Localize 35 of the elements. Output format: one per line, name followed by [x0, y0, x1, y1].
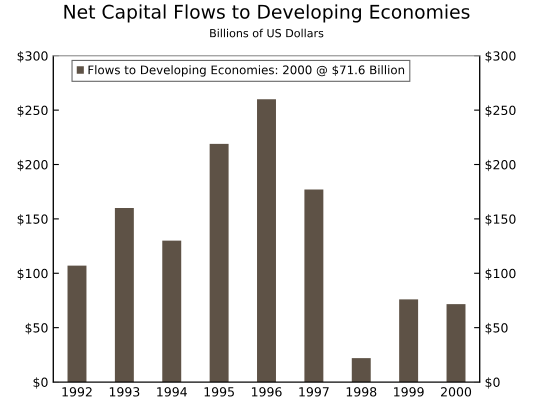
y-tick-label: $150 [18, 214, 48, 226]
y2-tick-label: $0 [486, 377, 500, 389]
bar [68, 266, 86, 382]
x-tick-label: 1998 [346, 387, 376, 397]
x-tick-label: 1995 [204, 387, 234, 397]
y-tick-label: $200 [18, 160, 48, 172]
y2-tick-label: $50 [486, 322, 508, 334]
legend-label: Flows to Developing Economies: 2000 @ $71.6 Billion [88, 65, 404, 77]
bar [114, 208, 134, 382]
x-tick-label: 1993 [110, 387, 140, 397]
bar [162, 240, 182, 382]
y2-tick-label: $300 [486, 51, 516, 62]
x-tick-label: 2000 [441, 387, 472, 397]
y-tick-label: $300 [18, 51, 48, 62]
x-tick-label: 1996 [252, 387, 282, 397]
y-tick-label: $50 [26, 322, 48, 334]
y-tick-label: $250 [18, 105, 48, 117]
y2-tick-label: $150 [486, 214, 516, 226]
x-tick-label: 1999 [394, 387, 424, 397]
bar [210, 144, 229, 382]
y-tick-label: $100 [18, 268, 48, 280]
y-tick-label: $0 [34, 377, 48, 389]
chart-title: Net Capital Flows to Developing Economies [64, 4, 470, 22]
y2-tick-label: $100 [486, 268, 516, 280]
x-tick-label: 1997 [299, 387, 329, 397]
bar [399, 299, 418, 382]
x-tick-label: 1992 [62, 387, 92, 397]
bar [352, 358, 371, 382]
y2-tick-label: $250 [486, 105, 516, 117]
x-tick-label: 1994 [157, 387, 187, 397]
bar [304, 190, 324, 382]
chart-subtitle: Billions of US Dollars [210, 28, 324, 38]
bar [446, 304, 466, 382]
bar [257, 99, 276, 382]
y2-tick-label: $200 [486, 160, 516, 172]
